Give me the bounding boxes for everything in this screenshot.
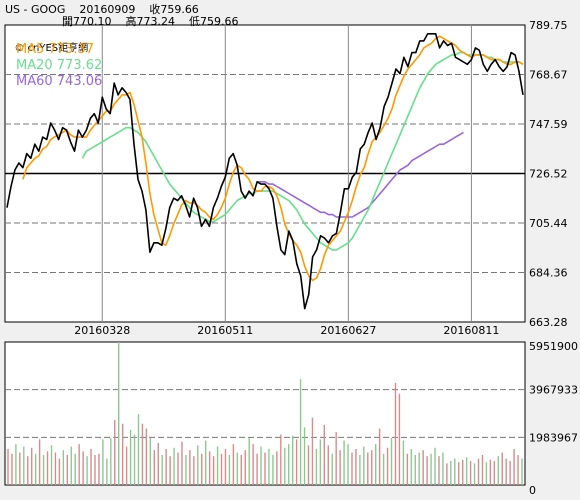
copyright-icon: © bbox=[14, 43, 25, 54]
logo: © cnYES鉅亨網 bbox=[8, 28, 88, 54]
price-tick-label: 789.75 bbox=[529, 19, 568, 32]
axis-ticks: 789.75 768.67 747.59 726.52 705.44 684.36 663.… bbox=[74, 19, 578, 497]
logo-text: cnYES鉅亨網 bbox=[27, 43, 89, 54]
price-tick-label: 726.52 bbox=[529, 167, 568, 180]
price-tick-label: 747.59 bbox=[529, 118, 568, 131]
ma60-line bbox=[257, 131, 464, 218]
volume-tick-label: 5951900 bbox=[529, 340, 578, 353]
volume-tick-label: 1983967 bbox=[529, 431, 578, 444]
price-tick-label: 663.28 bbox=[529, 316, 568, 329]
ma5-line bbox=[22, 35, 524, 282]
legend-ma5: MA5 773.37 bbox=[16, 42, 94, 57]
volume-tick-label: 3967933 bbox=[529, 384, 578, 397]
legend-ma60: MA60 743.06 bbox=[16, 74, 103, 89]
price-lines bbox=[6, 33, 524, 310]
header-line-1: US - GOOG 20160909 收759.66 bbox=[5, 3, 199, 16]
date-tick-label: 20160627 bbox=[320, 324, 376, 337]
legend-ma20: MA20 773.62 bbox=[16, 58, 103, 73]
volume-bars bbox=[7, 342, 523, 485]
price-tick-label: 768.67 bbox=[529, 69, 568, 82]
price-line bbox=[6, 33, 524, 310]
price-tick-label: 705.44 bbox=[529, 217, 568, 230]
date-tick-label: 20160511 bbox=[197, 324, 253, 337]
volume-tick-label: 0 bbox=[529, 484, 536, 497]
ma20-line bbox=[81, 51, 524, 251]
date-tick-label: 20160328 bbox=[74, 324, 130, 337]
date-tick-label: 20160811 bbox=[443, 324, 499, 337]
header-line-2: 開770.10 高773.24 低759.66 bbox=[62, 15, 239, 28]
price-tick-label: 684.36 bbox=[529, 266, 568, 279]
